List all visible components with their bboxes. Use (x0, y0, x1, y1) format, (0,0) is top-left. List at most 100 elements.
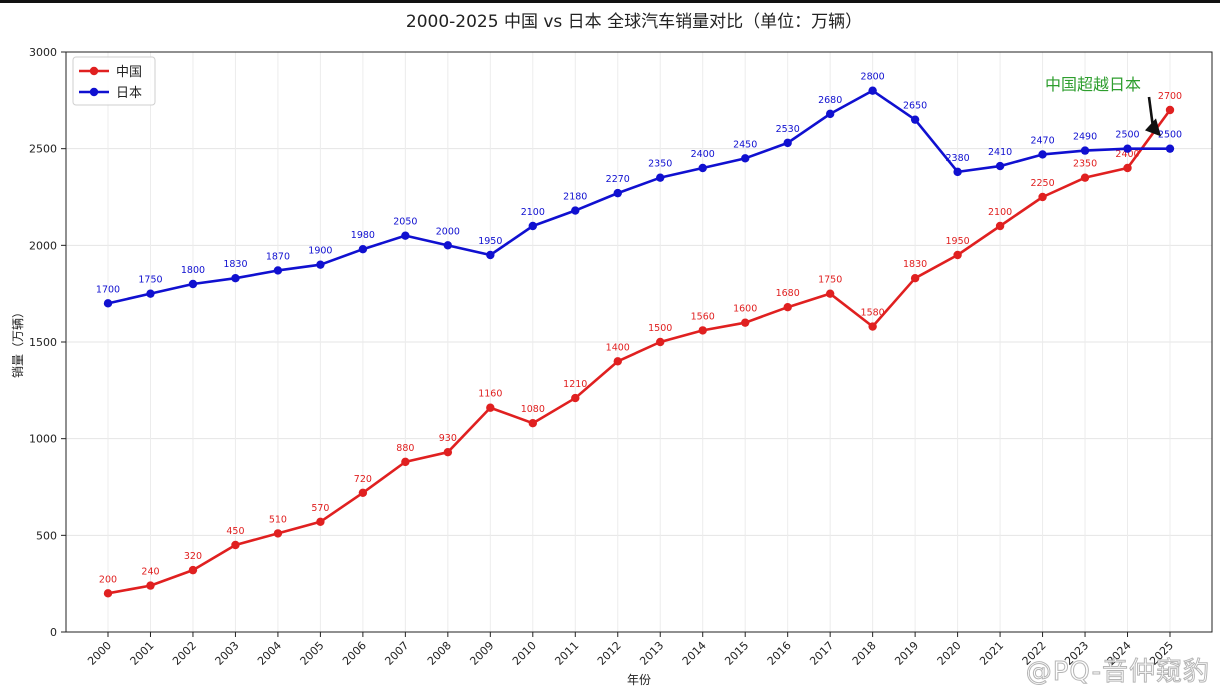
china-data-point (401, 457, 410, 467)
japan-data-label: 2650 (903, 101, 927, 112)
china-data-point (188, 565, 198, 575)
japan-data-point (401, 231, 410, 240)
x-tick-label: 2008 (425, 639, 454, 668)
japan-data-point (146, 289, 155, 298)
japan-data-point (953, 167, 962, 177)
japan-data-label: 2500 (1115, 130, 1139, 141)
y-tick-label: 500 (36, 529, 57, 542)
china-data-label: 1950 (946, 236, 970, 247)
japan-data-point (910, 115, 920, 124)
china-data-label: 2350 (1073, 159, 1097, 170)
japan-legend-label: 日本 (116, 86, 142, 101)
y-tick-label: 2000 (29, 239, 57, 252)
china-data-point (910, 274, 920, 283)
annotation-arrow-head (1145, 118, 1161, 137)
china-data-label: 2250 (1030, 178, 1054, 189)
japan-data-label: 2800 (861, 72, 885, 83)
japan-data-point (656, 173, 665, 182)
japan-data-label: 2100 (521, 207, 545, 218)
china-data-point (656, 337, 665, 347)
china-data-label: 240 (141, 567, 159, 578)
japan-data-point (1123, 144, 1132, 153)
japan-data-label: 2680 (818, 95, 842, 106)
x-tick-label: 2005 (298, 639, 327, 668)
japan-data-point (613, 188, 622, 198)
china-data-point (1080, 173, 1090, 182)
china-data-label: 1160 (478, 389, 502, 400)
china-data-point (103, 589, 113, 598)
x-tick-label: 2017 (807, 639, 836, 668)
japan-data-label: 1870 (266, 251, 290, 262)
japan-data-point (783, 138, 792, 148)
chart-title: 2000-2025 中国 vs 日本 全球汽车销量对比（单位：万辆） (406, 12, 862, 32)
x-tick-label: 2000 (85, 639, 114, 668)
china-data-label: 720 (354, 474, 372, 485)
japan-data-point (741, 154, 750, 163)
annotation-arrow-shaft (1147, 96, 1155, 128)
china-data-label: 570 (311, 503, 329, 514)
china-data-label: 2100 (988, 207, 1012, 218)
china-data-point (1123, 163, 1132, 173)
x-tick-label: 2019 (892, 639, 921, 668)
china-data-label: 450 (226, 526, 244, 537)
japan-data-label: 2350 (648, 159, 672, 170)
japan-data-point (358, 245, 368, 254)
china-data-label: 320 (184, 551, 202, 562)
x-tick-label: 2001 (128, 639, 157, 668)
watermark: @PQ-音仲窥豹 (1025, 657, 1210, 688)
china-data-point (358, 488, 368, 497)
japan-data-point (868, 86, 877, 95)
japan-data-label: 2500 (1158, 130, 1182, 141)
china-data-point (231, 540, 240, 550)
china-data-label: 880 (396, 443, 414, 454)
japan-data-point (231, 274, 240, 283)
japan-data-point (443, 241, 453, 250)
china-data-point (953, 250, 962, 260)
china-series-line (107, 109, 1172, 595)
japan-data-label: 1830 (223, 259, 247, 270)
x-tick-label: 2007 (382, 639, 411, 668)
japan-data-point (995, 161, 1005, 171)
china-data-label: 2700 (1158, 91, 1182, 102)
japan-data-label: 2410 (988, 147, 1012, 158)
china-data-label: 1830 (903, 259, 927, 270)
x-tick-label: 2010 (510, 639, 539, 668)
china-legend-marker (89, 66, 99, 76)
x-tick-label: 2016 (765, 639, 794, 668)
china-data-point (1165, 105, 1175, 115)
x-tick-label: 2015 (722, 639, 751, 668)
japan-data-point (316, 260, 325, 269)
japan-series-line (107, 89, 1170, 305)
y-axis-label: 销量（万辆） (11, 306, 25, 378)
japan-data-point (825, 109, 835, 119)
china-data-point (571, 393, 580, 403)
china-data-point (995, 221, 1005, 231)
legend-box (72, 56, 156, 106)
japan-data-label: 1750 (138, 275, 162, 286)
x-tick-label: 2021 (977, 639, 1006, 668)
x-tick-label: 2011 (552, 639, 581, 668)
china-data-label: 1750 (818, 275, 842, 286)
japan-data-point (1080, 146, 1090, 155)
japan-data-label: 1800 (181, 265, 205, 276)
china-data-point (273, 529, 283, 538)
japan-data-label: 2470 (1030, 135, 1054, 146)
china-data-point (1038, 192, 1047, 202)
china-data-point (698, 326, 707, 335)
china-data-label: 1680 (776, 288, 800, 299)
japan-data-point (103, 299, 113, 308)
china-data-point (486, 403, 495, 412)
china-legend-label: 中国 (116, 65, 142, 80)
japan-data-label: 2400 (691, 149, 715, 160)
china-data-point (528, 419, 537, 428)
japan-data-point (273, 266, 283, 275)
top-border (0, 0, 1220, 3)
japan-data-point (528, 221, 537, 231)
china-data-point (146, 581, 155, 590)
x-tick-label: 2006 (340, 639, 369, 668)
x-tick-label: 2012 (595, 639, 624, 668)
china-data-label: 1600 (733, 304, 757, 315)
china-data-point (825, 289, 835, 298)
japan-data-label: 2450 (733, 139, 757, 150)
